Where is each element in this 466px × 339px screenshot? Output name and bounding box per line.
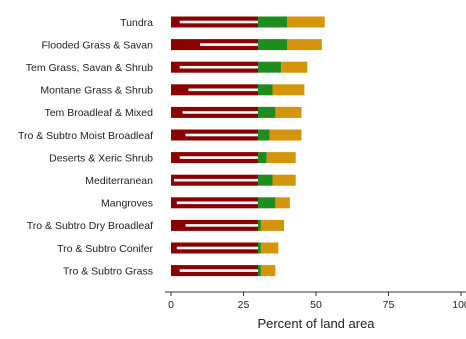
- bar-segment: [281, 61, 308, 73]
- bar-segment: [258, 219, 261, 231]
- inner-segment: [185, 224, 258, 227]
- inner-segment: [176, 246, 258, 250]
- inner-segment: [200, 43, 258, 46]
- bar-segment: [287, 39, 322, 51]
- bar-segment: [266, 152, 296, 164]
- bar-segment: [260, 242, 279, 254]
- category-label: Mangroves: [101, 198, 153, 210]
- bar-segment: [272, 84, 305, 96]
- bar-segment: [260, 219, 285, 231]
- category-label: Tro & Subtro Grass: [63, 265, 153, 277]
- inner-segment: [173, 178, 258, 182]
- bar-segment: [258, 106, 276, 118]
- category-labels-layer: Tundra Flooded Grass & Savan Tem Grass, Sa…: [18, 17, 154, 278]
- x-axis-title: Percent of land area: [257, 316, 375, 331]
- inner-segment: [188, 88, 258, 92]
- inner-segment: [179, 20, 258, 24]
- bar-segment: [272, 174, 296, 186]
- category-label: Tro & Subtro Moist Broadleaf: [18, 130, 153, 142]
- inner-segment: [176, 201, 258, 205]
- inner-segment: [185, 133, 258, 137]
- category-label: Mediterranean: [85, 175, 153, 187]
- category-label: Tro & Subtro Dry Broadleaf: [27, 220, 153, 232]
- inner-segment: [182, 111, 258, 114]
- bar-segment: [258, 265, 261, 277]
- bar-segment: [275, 197, 290, 209]
- bar-segment: [275, 106, 302, 118]
- bar-segment: [258, 129, 270, 141]
- bar-segment: [258, 152, 267, 164]
- category-label: Tro & Subtro Conifer: [57, 243, 153, 255]
- bars-layer: [171, 16, 325, 277]
- x-tick-label: 75: [383, 299, 395, 311]
- x-tick-label: 25: [238, 299, 250, 311]
- x-tick-label: 0: [168, 299, 174, 311]
- inner-segment: [179, 156, 258, 159]
- category-label: Deserts & Xeric Shrub: [49, 152, 153, 164]
- inner-segment: [179, 65, 258, 69]
- x-tick-label: 50: [310, 299, 322, 311]
- bar-segment: [258, 61, 282, 73]
- bar-segment: [258, 84, 273, 96]
- bar-segment: [258, 39, 287, 51]
- category-label: Montane Grass & Shrub: [40, 85, 153, 97]
- bar-segment: [258, 197, 276, 209]
- bar-segment: [287, 16, 325, 28]
- inner-segment: [179, 269, 258, 272]
- x-tick-label: 100: [452, 299, 466, 311]
- category-label: Tem Grass, Savan & Shrub: [26, 62, 153, 74]
- bar-segment: [269, 129, 302, 141]
- category-label: Flooded Grass & Savan: [42, 39, 154, 51]
- x-ticks-layer: 0 25 50 75 100: [168, 292, 466, 311]
- inner-segments-layer: [173, 20, 258, 272]
- bar-segment: [258, 242, 261, 254]
- bar-segment: [258, 174, 273, 186]
- bar-segment: [260, 265, 276, 277]
- category-label: Tem Broadleaf & Mixed: [44, 107, 153, 119]
- bar-segment: [258, 16, 287, 28]
- category-label: Tundra: [120, 17, 153, 29]
